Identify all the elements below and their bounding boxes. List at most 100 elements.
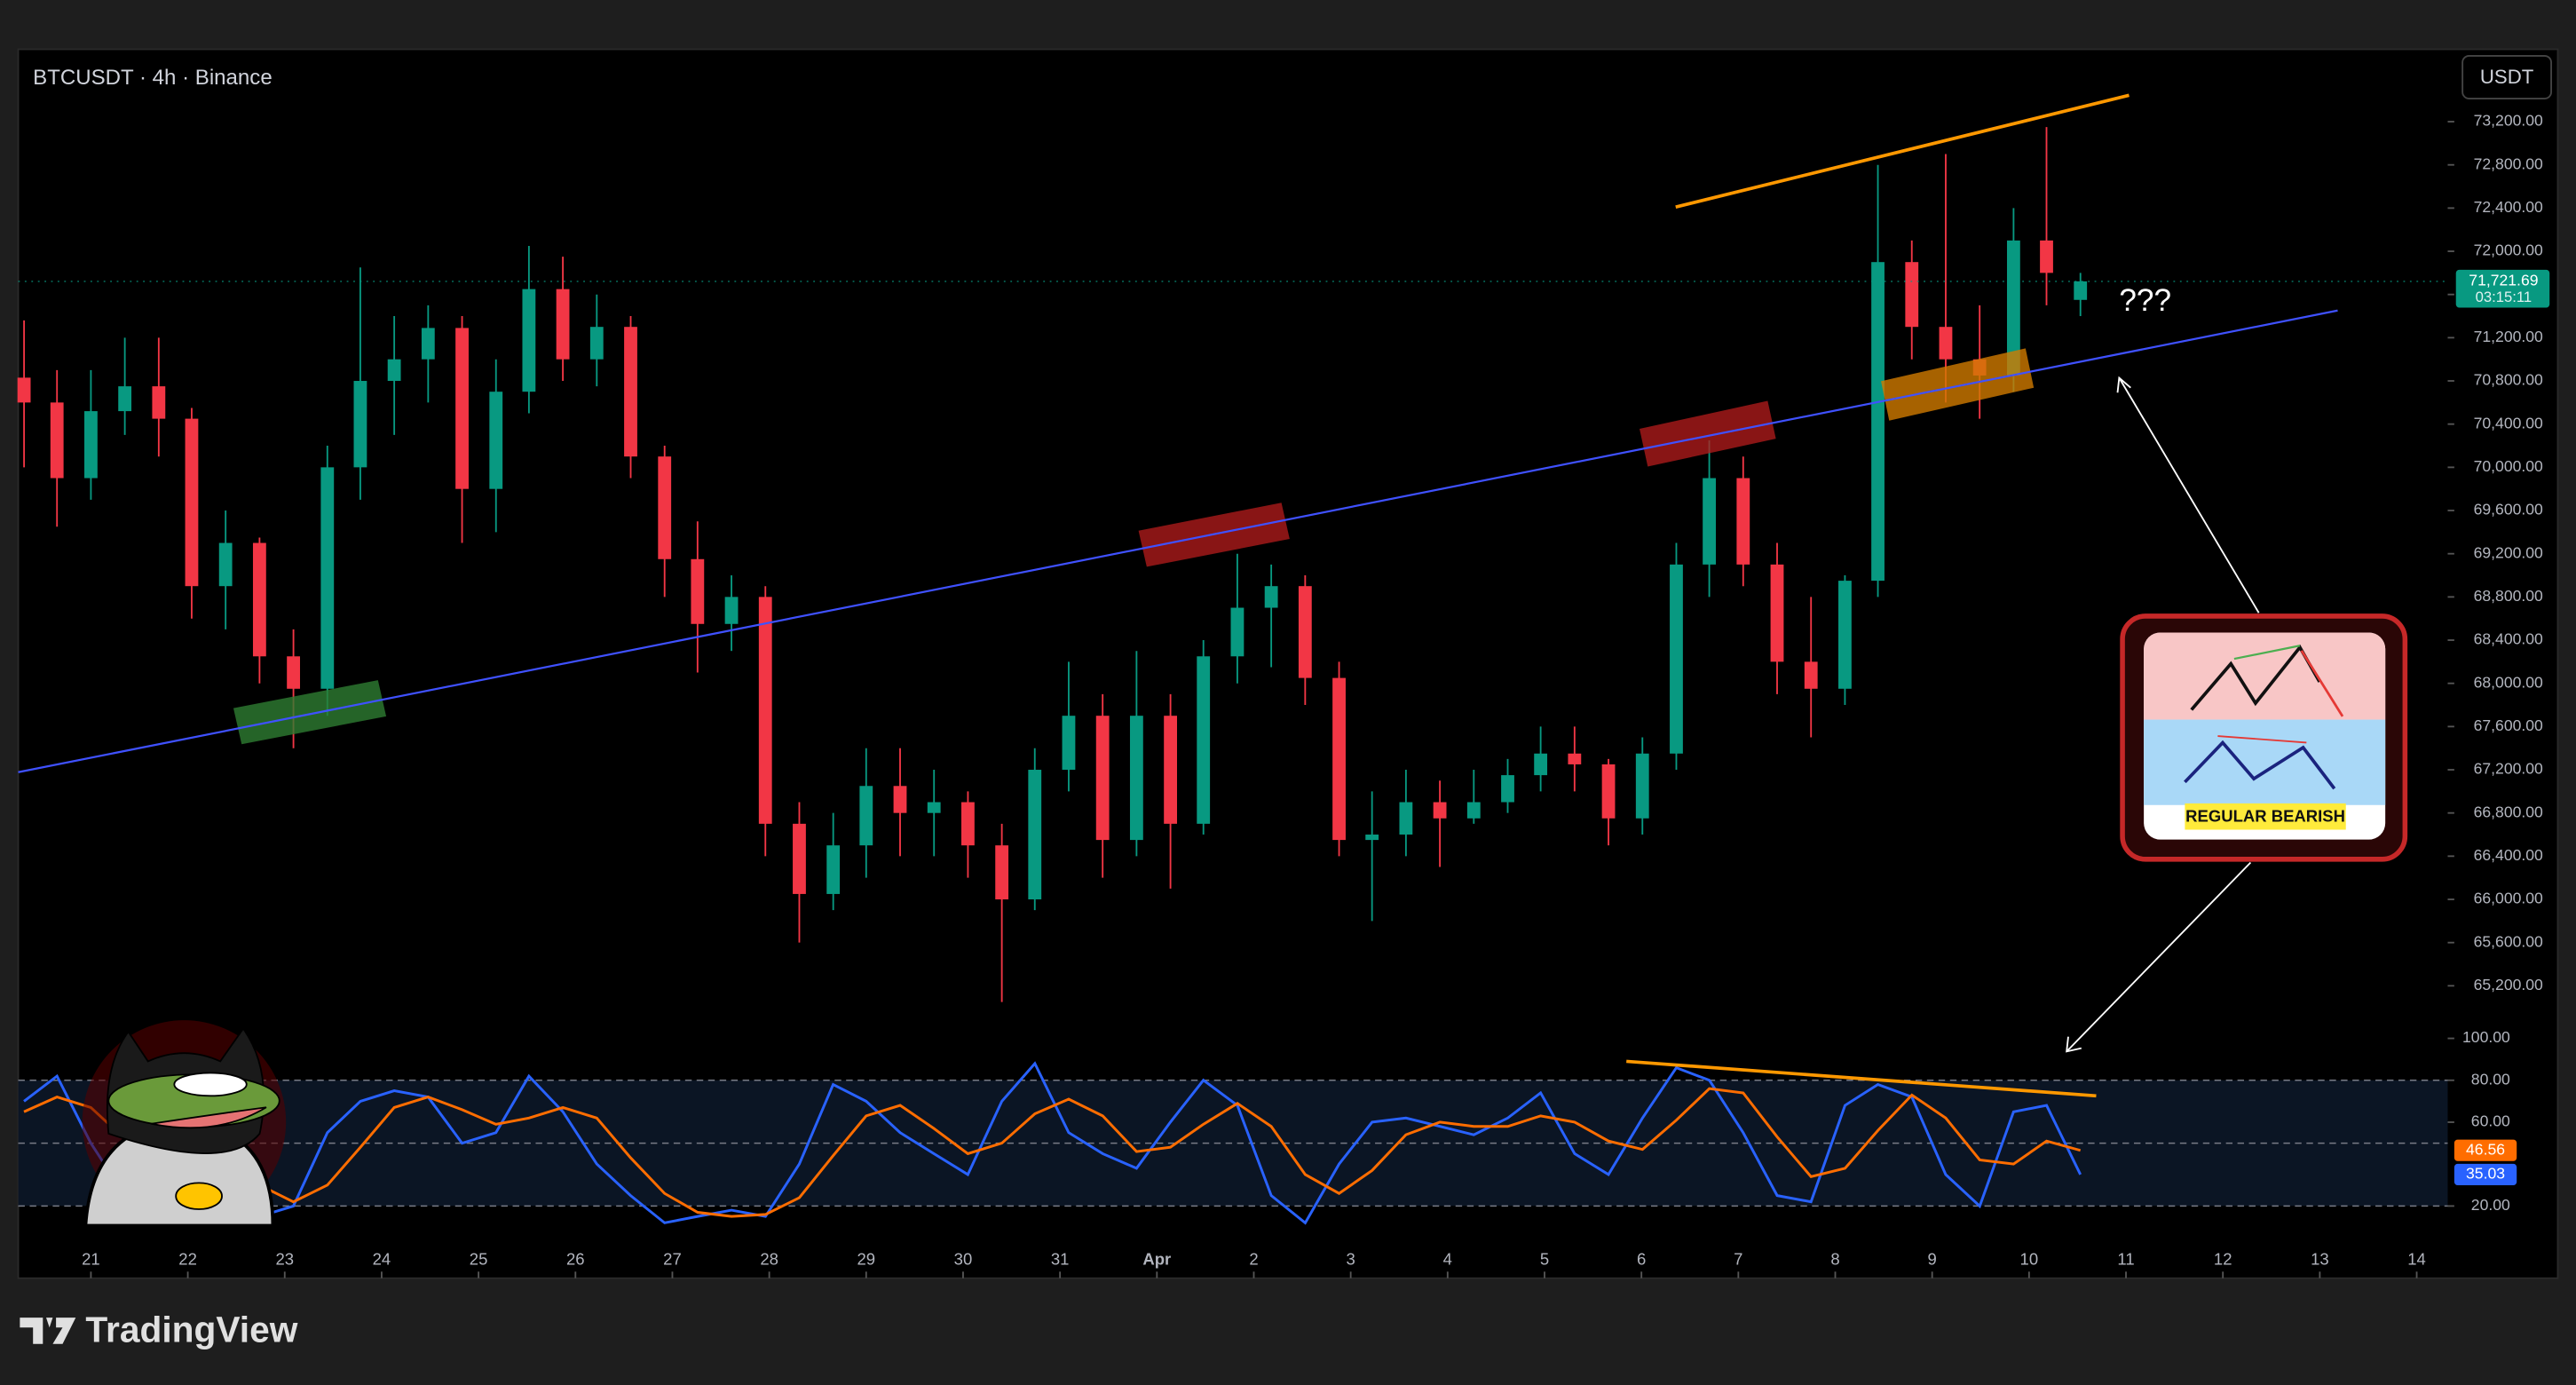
y-tick-label: 66,000.00 — [2474, 890, 2543, 907]
badge: REGULAR BEARISH — [2185, 807, 2345, 826]
y-tick-label: 67,200.00 — [2474, 760, 2543, 778]
candle-body — [218, 542, 233, 587]
countdown: 03:15:11 — [2476, 289, 2533, 305]
candle-body — [1703, 478, 1716, 565]
currency[interactable]: USDT — [2480, 66, 2534, 88]
y-tick-label: 60.00 — [2471, 1112, 2510, 1130]
candle-body — [50, 402, 64, 479]
arrow-head — [2066, 1036, 2082, 1053]
candle-body — [893, 786, 907, 813]
candle-body — [421, 328, 435, 360]
y-tick-label: 71,200.00 — [2474, 328, 2543, 345]
x-tick-label: 31 — [1051, 1249, 1070, 1268]
candle-body — [152, 386, 166, 419]
candle-body — [2006, 240, 2020, 376]
candle-body — [1905, 262, 1919, 328]
candle-body — [793, 823, 806, 894]
x-tick-label: 11 — [2117, 1249, 2134, 1268]
x-tick-label: 12 — [2214, 1249, 2232, 1268]
brand-logo — [20, 1318, 76, 1344]
candle-body — [961, 802, 975, 846]
y-tick-label: 69,200.00 — [2474, 543, 2543, 561]
sketch-line — [2233, 645, 2301, 661]
stoch-band-fill — [18, 1080, 2448, 1207]
y-tick-label: 80.00 — [2471, 1070, 2510, 1088]
y-tick-label: 68,400.00 — [2474, 630, 2543, 648]
candle-body — [1466, 802, 1481, 819]
candle-body — [1838, 581, 1852, 689]
currency-button[interactable] — [2461, 54, 2552, 99]
candle-body — [1871, 262, 1885, 582]
retest-box — [1881, 348, 2035, 421]
plot-area: 21 22 23 24 25 26 27 28 29 30 31 Apr 2 3 4 5 6 7 8 9 10 11 12 1… — [17, 112, 2550, 1278]
x-tick-label: 25 — [470, 1249, 488, 1268]
x-tick-label: 24 — [373, 1249, 391, 1268]
candle-body — [1230, 607, 1245, 657]
divergence-line — [1675, 93, 2130, 209]
last-price-tag — [2455, 269, 2550, 308]
y-tick-label: 67,600.00 — [2474, 716, 2543, 734]
inset-bottom — [2144, 719, 2386, 805]
arrow — [2066, 861, 2252, 1052]
candle-body — [1095, 716, 1110, 841]
candle-body — [1028, 770, 1042, 900]
x-tick-label: 27 — [663, 1249, 682, 1268]
candle-body — [84, 411, 98, 479]
candle-body — [387, 359, 401, 382]
y-tick-label: 70,400.00 — [2474, 414, 2543, 431]
x-tick-label: 10 — [2020, 1249, 2039, 1268]
candle-body — [556, 289, 570, 360]
x-tick-label: 8 — [1830, 1249, 1839, 1268]
y-tick-label: 73,200.00 — [2474, 112, 2543, 130]
y-tick-label: 68,800.00 — [2474, 587, 2543, 605]
badge-bg — [2185, 803, 2346, 830]
candle-body — [859, 786, 873, 846]
candle-body — [927, 802, 941, 813]
x-tick-label: 7 — [1734, 1249, 1742, 1268]
x-tick-label: 5 — [1540, 1249, 1549, 1268]
stoch-line — [23, 1087, 2082, 1218]
x-tick-label: 26 — [566, 1249, 585, 1268]
candle-body — [455, 328, 469, 489]
last-value-label: 35.03 — [2466, 1165, 2505, 1183]
y-tick-label: 69,600.00 — [2474, 501, 2543, 518]
y-tick-label: 70,800.00 — [2474, 371, 2543, 389]
y-tick-label: 68,000.00 — [2474, 673, 2543, 691]
y-tick-label: 70,000.00 — [2474, 457, 2543, 475]
candle-body — [995, 845, 1009, 900]
x-tick-label: 23 — [275, 1249, 294, 1268]
candle-body — [1804, 661, 1818, 689]
brand: TradingView — [85, 1310, 297, 1350]
last-value-tag — [2454, 1163, 2517, 1185]
x-tick-label: 28 — [760, 1249, 778, 1268]
candle-body — [1670, 564, 1683, 754]
candle-body — [1298, 586, 1312, 678]
candle-body — [1534, 753, 1548, 776]
x-tick-label: Apr — [1142, 1249, 1171, 1268]
candle-body — [1365, 835, 1379, 841]
y-tick-label: 72,800.00 — [2474, 154, 2543, 172]
candle-body — [118, 386, 132, 412]
candle-body — [1736, 478, 1750, 565]
y-tick-label: 66,800.00 — [2474, 803, 2543, 820]
mascot-eye — [173, 1072, 248, 1097]
arrow — [2118, 377, 2260, 613]
candle-body — [1062, 716, 1076, 771]
arrow-head — [2116, 376, 2131, 393]
x-tick-label: 21 — [82, 1249, 100, 1268]
x-tick-label: 4 — [1443, 1249, 1452, 1268]
y-tick-label: 65,600.00 — [2474, 932, 2543, 950]
x-tick-label: 14 — [2407, 1249, 2426, 1268]
y-tick-label: 65,200.00 — [2474, 976, 2543, 993]
candle-body — [1601, 764, 1616, 819]
x-tick-label: 2 — [1249, 1249, 1258, 1268]
candle-body — [320, 467, 335, 689]
x-tick-label: 9 — [1928, 1249, 1937, 1268]
candle-body — [522, 289, 536, 392]
y-tick-label: 72,000.00 — [2474, 241, 2543, 259]
candle-body — [489, 392, 503, 489]
candle-body — [287, 656, 300, 689]
candle-body — [1264, 586, 1278, 608]
